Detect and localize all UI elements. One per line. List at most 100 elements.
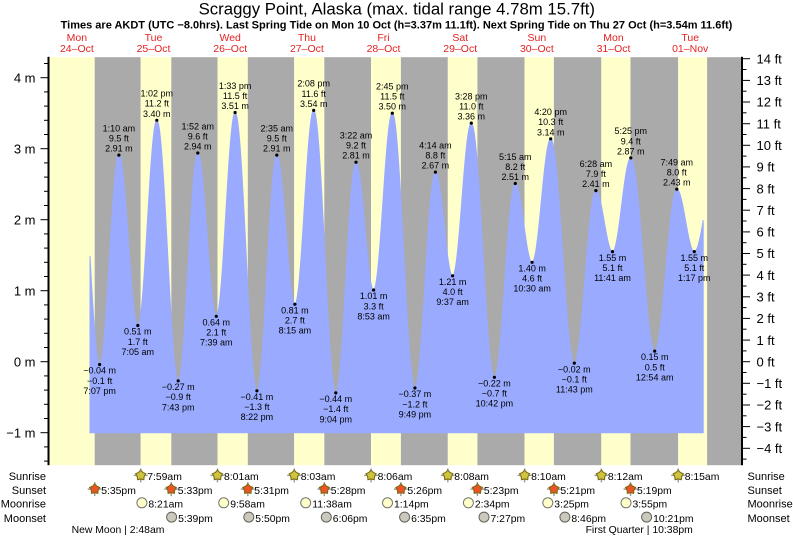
svg-text:6:35pm: 6:35pm [411,514,446,525]
svg-text:−1.2 ft: −1.2 ft [402,399,428,409]
svg-text:9.6 ft: 9.6 ft [188,131,209,141]
svg-text:11 ft: 11 ft [757,116,782,131]
svg-text:1.01 m: 1.01 m [360,291,388,301]
svg-text:9.5 ft: 9.5 ft [109,134,130,144]
svg-text:9.2 ft: 9.2 ft [346,141,367,151]
svg-text:Sunrise: Sunrise [748,471,785,483]
svg-text:29–Oct: 29–Oct [443,43,477,55]
svg-text:1.21 m: 1.21 m [439,277,467,287]
svg-text:3.40 m: 3.40 m [143,109,171,119]
svg-text:0.81 m: 0.81 m [281,305,309,315]
svg-text:9.5 ft: 9.5 ft [267,134,288,144]
svg-text:11:43 pm: 11:43 pm [556,385,593,395]
svg-text:30–Oct: 30–Oct [520,43,554,55]
svg-text:6 ft: 6 ft [757,225,775,240]
svg-text:−1 ft: −1 ft [757,376,783,391]
svg-text:Mon: Mon [603,32,624,44]
svg-text:3.3 ft: 3.3 ft [364,301,385,311]
svg-text:5:39pm: 5:39pm [178,514,213,525]
svg-text:10.3 ft: 10.3 ft [538,117,564,127]
svg-text:Thu: Thu [298,32,316,44]
svg-text:3:22 am: 3:22 am [340,131,373,141]
svg-text:7.9 ft: 7.9 ft [586,169,607,179]
svg-text:1:17 pm: 1:17 pm [678,273,711,283]
svg-text:−0.22 m: −0.22 m [478,379,511,389]
svg-text:Moonrise: Moonrise [1,499,46,511]
svg-text:3:25pm: 3:25pm [554,500,589,511]
svg-text:3 ft: 3 ft [757,290,775,305]
svg-text:−3 ft: −3 ft [757,419,783,434]
svg-text:−0.1 ft: −0.1 ft [87,376,113,386]
svg-text:1:02 pm: 1:02 pm [141,89,174,99]
svg-text:2.81 m: 2.81 m [342,151,370,161]
svg-text:2.1 ft: 2.1 ft [206,328,227,338]
svg-text:2:34pm: 2:34pm [475,500,510,511]
svg-text:1.40 m: 1.40 m [518,264,546,274]
svg-text:7:05 am: 7:05 am [122,347,155,357]
svg-text:7:43 pm: 7:43 pm [162,402,195,412]
svg-text:8:06am: 8:06am [378,472,413,483]
svg-text:5:23pm: 5:23pm [484,486,519,497]
svg-text:11.2 ft: 11.2 ft [145,99,170,109]
svg-text:3.36 m: 3.36 m [458,112,486,122]
svg-text:Tue: Tue [681,32,699,44]
svg-text:0.64 m: 0.64 m [203,318,231,328]
svg-text:8:03am: 8:03am [301,472,336,483]
svg-text:New Moon | 2:48am: New Moon | 2:48am [72,525,165,536]
svg-text:26–Oct: 26–Oct [213,43,247,55]
svg-text:9:58am: 9:58am [230,500,265,511]
svg-text:5.1 ft: 5.1 ft [602,263,623,273]
svg-text:0.15 m: 0.15 m [641,352,669,362]
svg-text:5:21pm: 5:21pm [560,486,595,497]
svg-text:8:21am: 8:21am [148,500,183,511]
svg-text:2.94 m: 2.94 m [184,142,212,152]
svg-text:10:30 am: 10:30 am [513,284,551,294]
svg-text:6:06pm: 6:06pm [333,514,368,525]
svg-text:8.8 ft: 8.8 ft [425,151,446,161]
svg-text:10:21pm: 10:21pm [653,514,693,525]
svg-text:4.6 ft: 4.6 ft [522,274,543,284]
svg-text:7:39 am: 7:39 am [200,338,233,348]
svg-text:2.91 m: 2.91 m [105,144,133,154]
svg-text:27–Oct: 27–Oct [290,43,324,55]
svg-text:3 m: 3 m [14,141,36,156]
svg-text:8.0 ft: 8.0 ft [667,168,688,178]
svg-text:11.0 ft: 11.0 ft [459,102,484,112]
svg-text:12 ft: 12 ft [757,95,783,110]
svg-text:−0.1 ft: −0.1 ft [562,374,588,384]
svg-text:−0.9 ft: −0.9 ft [166,392,192,402]
svg-text:7:59am: 7:59am [147,472,182,483]
svg-text:−1.3 ft: −1.3 ft [244,402,270,412]
svg-text:3:55pm: 3:55pm [633,500,668,511]
svg-text:5:31pm: 5:31pm [254,486,289,497]
svg-text:−0.27 m: −0.27 m [162,382,195,392]
svg-text:0.5 ft: 0.5 ft [645,362,666,372]
svg-text:1:14pm: 1:14pm [394,500,429,511]
svg-text:8 ft: 8 ft [757,181,775,196]
svg-text:2.67 m: 2.67 m [422,161,450,171]
svg-text:2:08 pm: 2:08 pm [297,79,330,89]
svg-text:1.55 m: 1.55 m [681,253,709,263]
svg-text:1:33 pm: 1:33 pm [219,81,252,91]
svg-text:10:42 pm: 10:42 pm [476,399,514,409]
svg-text:13 ft: 13 ft [757,73,783,88]
svg-text:11:41 am: 11:41 am [594,273,631,283]
svg-text:6:28 am: 6:28 am [580,159,613,169]
svg-text:1 ft: 1 ft [757,333,775,348]
svg-text:7:49 am: 7:49 am [661,158,694,168]
svg-text:5 ft: 5 ft [757,246,775,261]
svg-text:Sunset: Sunset [12,485,46,497]
svg-text:5:19pm: 5:19pm [637,486,672,497]
svg-text:31–Oct: 31–Oct [597,43,631,55]
svg-text:0 m: 0 m [14,354,36,369]
svg-text:5:15 am: 5:15 am [499,152,532,162]
svg-text:4 ft: 4 ft [757,268,775,283]
svg-text:12:54 am: 12:54 am [636,372,674,382]
svg-text:Sat: Sat [452,32,468,44]
svg-text:4 m: 4 m [14,70,36,85]
svg-text:2.51 m: 2.51 m [502,172,530,182]
svg-text:8.2 ft: 8.2 ft [505,162,526,172]
svg-text:Wed: Wed [219,32,241,44]
svg-text:5:33pm: 5:33pm [178,486,213,497]
svg-text:11.6 ft: 11.6 ft [302,89,327,99]
